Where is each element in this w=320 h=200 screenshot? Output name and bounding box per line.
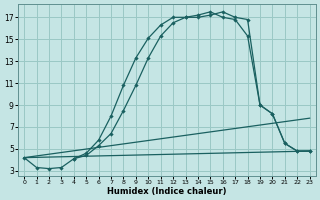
X-axis label: Humidex (Indice chaleur): Humidex (Indice chaleur) (107, 187, 227, 196)
